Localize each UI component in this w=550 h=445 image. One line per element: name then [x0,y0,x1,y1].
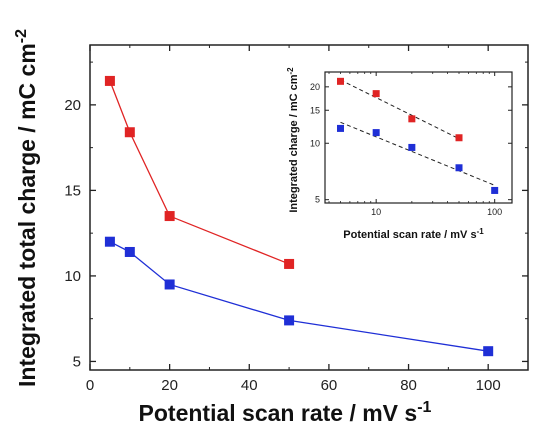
inset-data-point-blue [455,164,463,172]
inset-x-tick-label: 100 [487,207,502,217]
data-point-blue [483,346,494,357]
main-x-tick-label: 80 [400,377,417,394]
main-x-tick-label: 60 [321,377,338,394]
data-point-red [164,211,175,222]
series-line-red [109,80,290,265]
data-point-red [284,258,295,269]
data-point-red [104,75,115,86]
inset-y-tick-label: 10 [310,138,320,148]
inset-data-point-blue [372,129,380,137]
main-x-tick-label: 0 [86,377,94,394]
inset-data-point-blue [408,143,416,151]
inset-data-point-red [372,90,380,98]
inset-plot-frame [324,71,513,204]
inset-data-point-blue [336,124,344,132]
data-point-blue [104,236,115,247]
inset-y-tick-label: 20 [310,82,320,92]
inset-data-point-red [336,77,344,85]
main-x-tick-label: 40 [241,377,258,394]
main-y-tick-label: 15 [64,182,81,199]
inset-data-point-red [455,134,463,142]
data-point-blue [164,279,175,290]
inset-y-axis-label: Integrated charge / mC cm-2 [286,67,300,213]
data-point-red [124,127,135,138]
main-x-axis-label: Potential scan rate / mV s-1 [139,399,432,426]
inset-data-point-red [408,115,416,123]
inset-chart: 10 100 5 10 15 20 Potential scan rate / mV s-1… [286,67,513,241]
inset-y-tick-label: 5 [315,195,320,205]
main-x-tick-label: 100 [476,377,501,394]
main-y-axis-label: Integrated total charge / mC cm-2 [13,29,40,387]
inset-data-point-blue [491,186,499,194]
main-y-tick-label: 10 [64,268,81,285]
data-point-blue [124,246,135,257]
data-point-blue [284,315,295,326]
inset-x-axis-label: Potential scan rate / mV s-1 [343,227,484,241]
main-x-tick-label: 20 [161,377,178,394]
inset-y-tick-label: 15 [310,105,320,115]
main-y-tick-label: 20 [64,97,81,114]
main-plot-frame [89,44,529,371]
main-y-tick-label: 5 [73,353,81,370]
inset-x-tick-label: 10 [371,207,381,217]
inset-fit-line-red [340,79,460,140]
main-chart: 0 20 40 60 80 100 5 10 15 20 Potential scan rate /… [13,29,529,426]
